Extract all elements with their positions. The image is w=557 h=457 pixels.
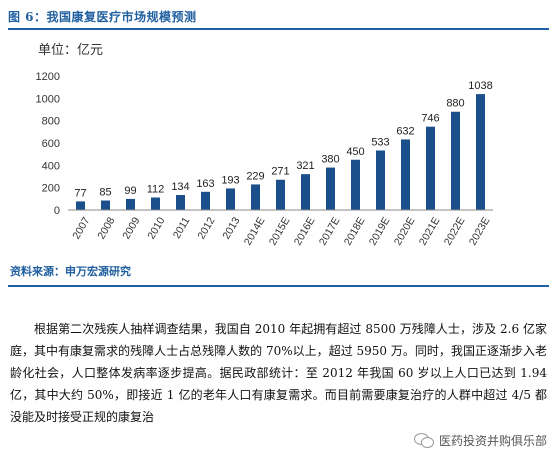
x-tick-label: 2020E [392, 215, 418, 247]
x-axis: 2007 2008 2009 2010 2011 2012 2013 2014E 2015E 20… [68, 209, 493, 247]
x-tick-label: 2019E [367, 215, 393, 247]
x-tick-label: 2018E [342, 215, 368, 247]
bar [76, 201, 85, 210]
bar-value-label: 380 [321, 154, 339, 166]
bar [101, 200, 110, 210]
bar-value-label: 880 [446, 98, 464, 110]
bar [276, 179, 285, 210]
bar [151, 197, 160, 210]
y-tick-label: 1000 [36, 93, 60, 105]
bar-value-label: 271 [271, 166, 289, 178]
bar-value-label: 229 [246, 170, 264, 182]
source-note: 资料来源：申万宏源研究 [10, 265, 131, 278]
bar-value-label: 533 [371, 136, 389, 148]
x-tick-label: 2013 [220, 215, 242, 241]
bar [251, 184, 260, 210]
x-tick-label: 2016E [292, 215, 318, 247]
wechat-icon [413, 432, 434, 448]
y-tick-label: 800 [42, 116, 60, 128]
x-tick-label: 2010 [145, 215, 167, 241]
x-tick-label: 2012 [195, 215, 217, 241]
bar-value-label: 112 [147, 183, 165, 195]
bar [126, 198, 135, 210]
bar [201, 191, 210, 210]
bar [301, 174, 310, 210]
source-rule [8, 285, 549, 287]
x-tick-label: 2009 [120, 215, 142, 241]
bar-value-label: 77 [74, 187, 86, 199]
bar [176, 195, 185, 210]
x-tick-label: 2007 [70, 215, 92, 241]
y-tick-label: 400 [42, 160, 60, 172]
unit-label: 单位：亿元 [38, 43, 103, 58]
bar-value-label: 193 [221, 174, 239, 186]
bar-value-label: 1038 [468, 80, 492, 92]
bar-value-label: 99 [124, 185, 136, 197]
bar [426, 126, 435, 210]
x-tick-label: 2022E [442, 215, 468, 247]
y-tick-label: 200 [42, 183, 60, 195]
figure-title: 图 6：我国康复医疗市场规模预测 [8, 10, 197, 24]
bar-value-label: 134 [171, 181, 189, 193]
y-axis: 0 200 400 600 800 1000 1200 [36, 71, 60, 217]
bar [376, 150, 385, 210]
bar-value-label: 746 [421, 113, 439, 125]
bar [351, 159, 360, 210]
bars: 77 85 99 112 134 163 193 229 271 321 380 450 533 632 7… [74, 80, 493, 210]
bar [451, 111, 460, 210]
bar [226, 188, 235, 210]
watermark-text: 医药投资并购俱乐部 [438, 433, 547, 448]
bar [401, 139, 410, 210]
bar-value-label: 85 [99, 187, 111, 199]
body-paragraph: 根据第二次残疾人抽样调查结果，我国自 2010 年起拥有超过 8500 万残障人… [10, 322, 547, 424]
x-tick-label: 2011 [171, 215, 193, 241]
y-tick-label: 600 [42, 138, 60, 150]
x-tick-label: 2017E [317, 215, 343, 247]
y-tick-label: 1200 [36, 71, 60, 83]
bar [326, 167, 335, 210]
x-tick-label: 2008 [95, 215, 117, 241]
bar-value-label: 450 [346, 146, 364, 158]
x-tick-label: 2023E [467, 215, 493, 247]
bar-value-label: 632 [396, 125, 414, 137]
title-rule [8, 28, 549, 30]
bar-value-label: 163 [196, 178, 214, 190]
x-tick-label: 2014E [242, 215, 268, 247]
y-tick-label: 0 [54, 205, 60, 217]
x-tick-label: 2015E [267, 215, 293, 247]
bar-chart: 单位：亿元 0 200 400 600 800 1000 1200 77 85 99 112 134… [36, 43, 493, 247]
bar-value-label: 321 [296, 160, 314, 172]
x-tick-label: 2021E [417, 215, 443, 247]
bar [476, 94, 485, 210]
watermark: 医药投资并购俱乐部 [409, 427, 551, 453]
